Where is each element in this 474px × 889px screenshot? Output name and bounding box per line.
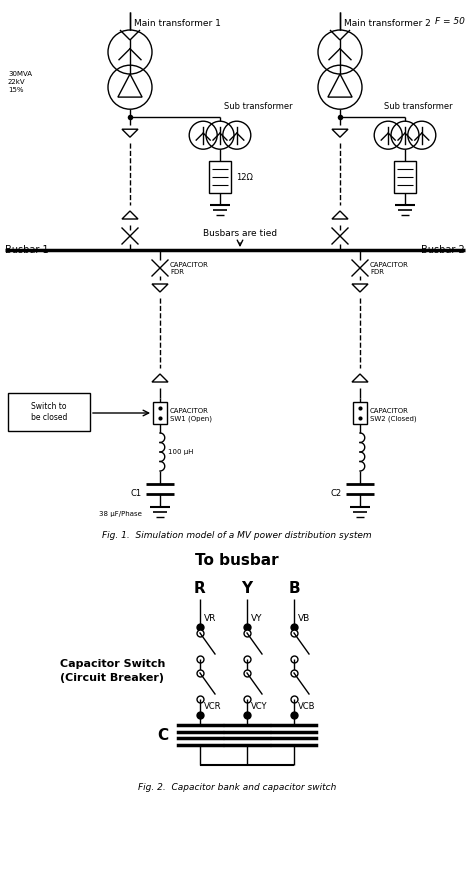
Text: VR: VR — [204, 614, 216, 623]
Text: Busbar 1: Busbar 1 — [5, 245, 49, 255]
Text: Main transformer 2: Main transformer 2 — [344, 20, 431, 28]
Bar — [353, 402, 367, 424]
Bar — [8, 393, 90, 431]
Text: Fig. 2.  Capacitor bank and capacitor switch: Fig. 2. Capacitor bank and capacitor swi… — [138, 783, 336, 792]
Text: To busbar: To busbar — [195, 553, 279, 568]
Text: Busbars are tied: Busbars are tied — [203, 229, 277, 238]
Text: 12Ω: 12Ω — [236, 172, 253, 181]
Text: VCB: VCB — [298, 702, 316, 711]
Text: C1: C1 — [131, 490, 142, 499]
Text: VCR: VCR — [204, 702, 221, 711]
Text: VCY: VCY — [251, 702, 267, 711]
Text: CAPACITOR
SW2 (Closed): CAPACITOR SW2 (Closed) — [370, 408, 417, 422]
Text: C2: C2 — [331, 490, 342, 499]
Text: CAPACITOR
FDR: CAPACITOR FDR — [370, 262, 409, 276]
Text: CAPACITOR
SW1 (Open): CAPACITOR SW1 (Open) — [170, 408, 212, 422]
Text: 100 μH: 100 μH — [168, 449, 193, 455]
Text: 38 μF/Phase: 38 μF/Phase — [99, 511, 142, 517]
Text: VB: VB — [298, 614, 310, 623]
Bar — [209, 161, 231, 193]
Text: Main transformer 1: Main transformer 1 — [134, 20, 221, 28]
Text: VY: VY — [251, 614, 263, 623]
Text: R: R — [194, 581, 206, 596]
Text: C: C — [157, 727, 168, 742]
Text: 30MVA
22kV
15%: 30MVA 22kV 15% — [8, 71, 32, 93]
Text: Busbar 2: Busbar 2 — [421, 245, 465, 255]
Text: Y: Y — [241, 581, 253, 596]
Bar — [153, 402, 167, 424]
Bar — [394, 161, 416, 193]
Text: Sub transformer: Sub transformer — [384, 102, 453, 111]
Text: B: B — [288, 581, 300, 596]
Text: Capacitor Switch
(Circuit Breaker): Capacitor Switch (Circuit Breaker) — [60, 659, 165, 683]
Text: Sub transformer: Sub transformer — [224, 102, 292, 111]
Text: Switch to
be closed: Switch to be closed — [31, 402, 67, 422]
Text: CAPACITOR
FDR: CAPACITOR FDR — [170, 262, 209, 276]
Text: Fig. 1.  Simulation model of a MV power distribution system: Fig. 1. Simulation model of a MV power d… — [102, 531, 372, 540]
Text: F = 50: F = 50 — [435, 17, 465, 26]
